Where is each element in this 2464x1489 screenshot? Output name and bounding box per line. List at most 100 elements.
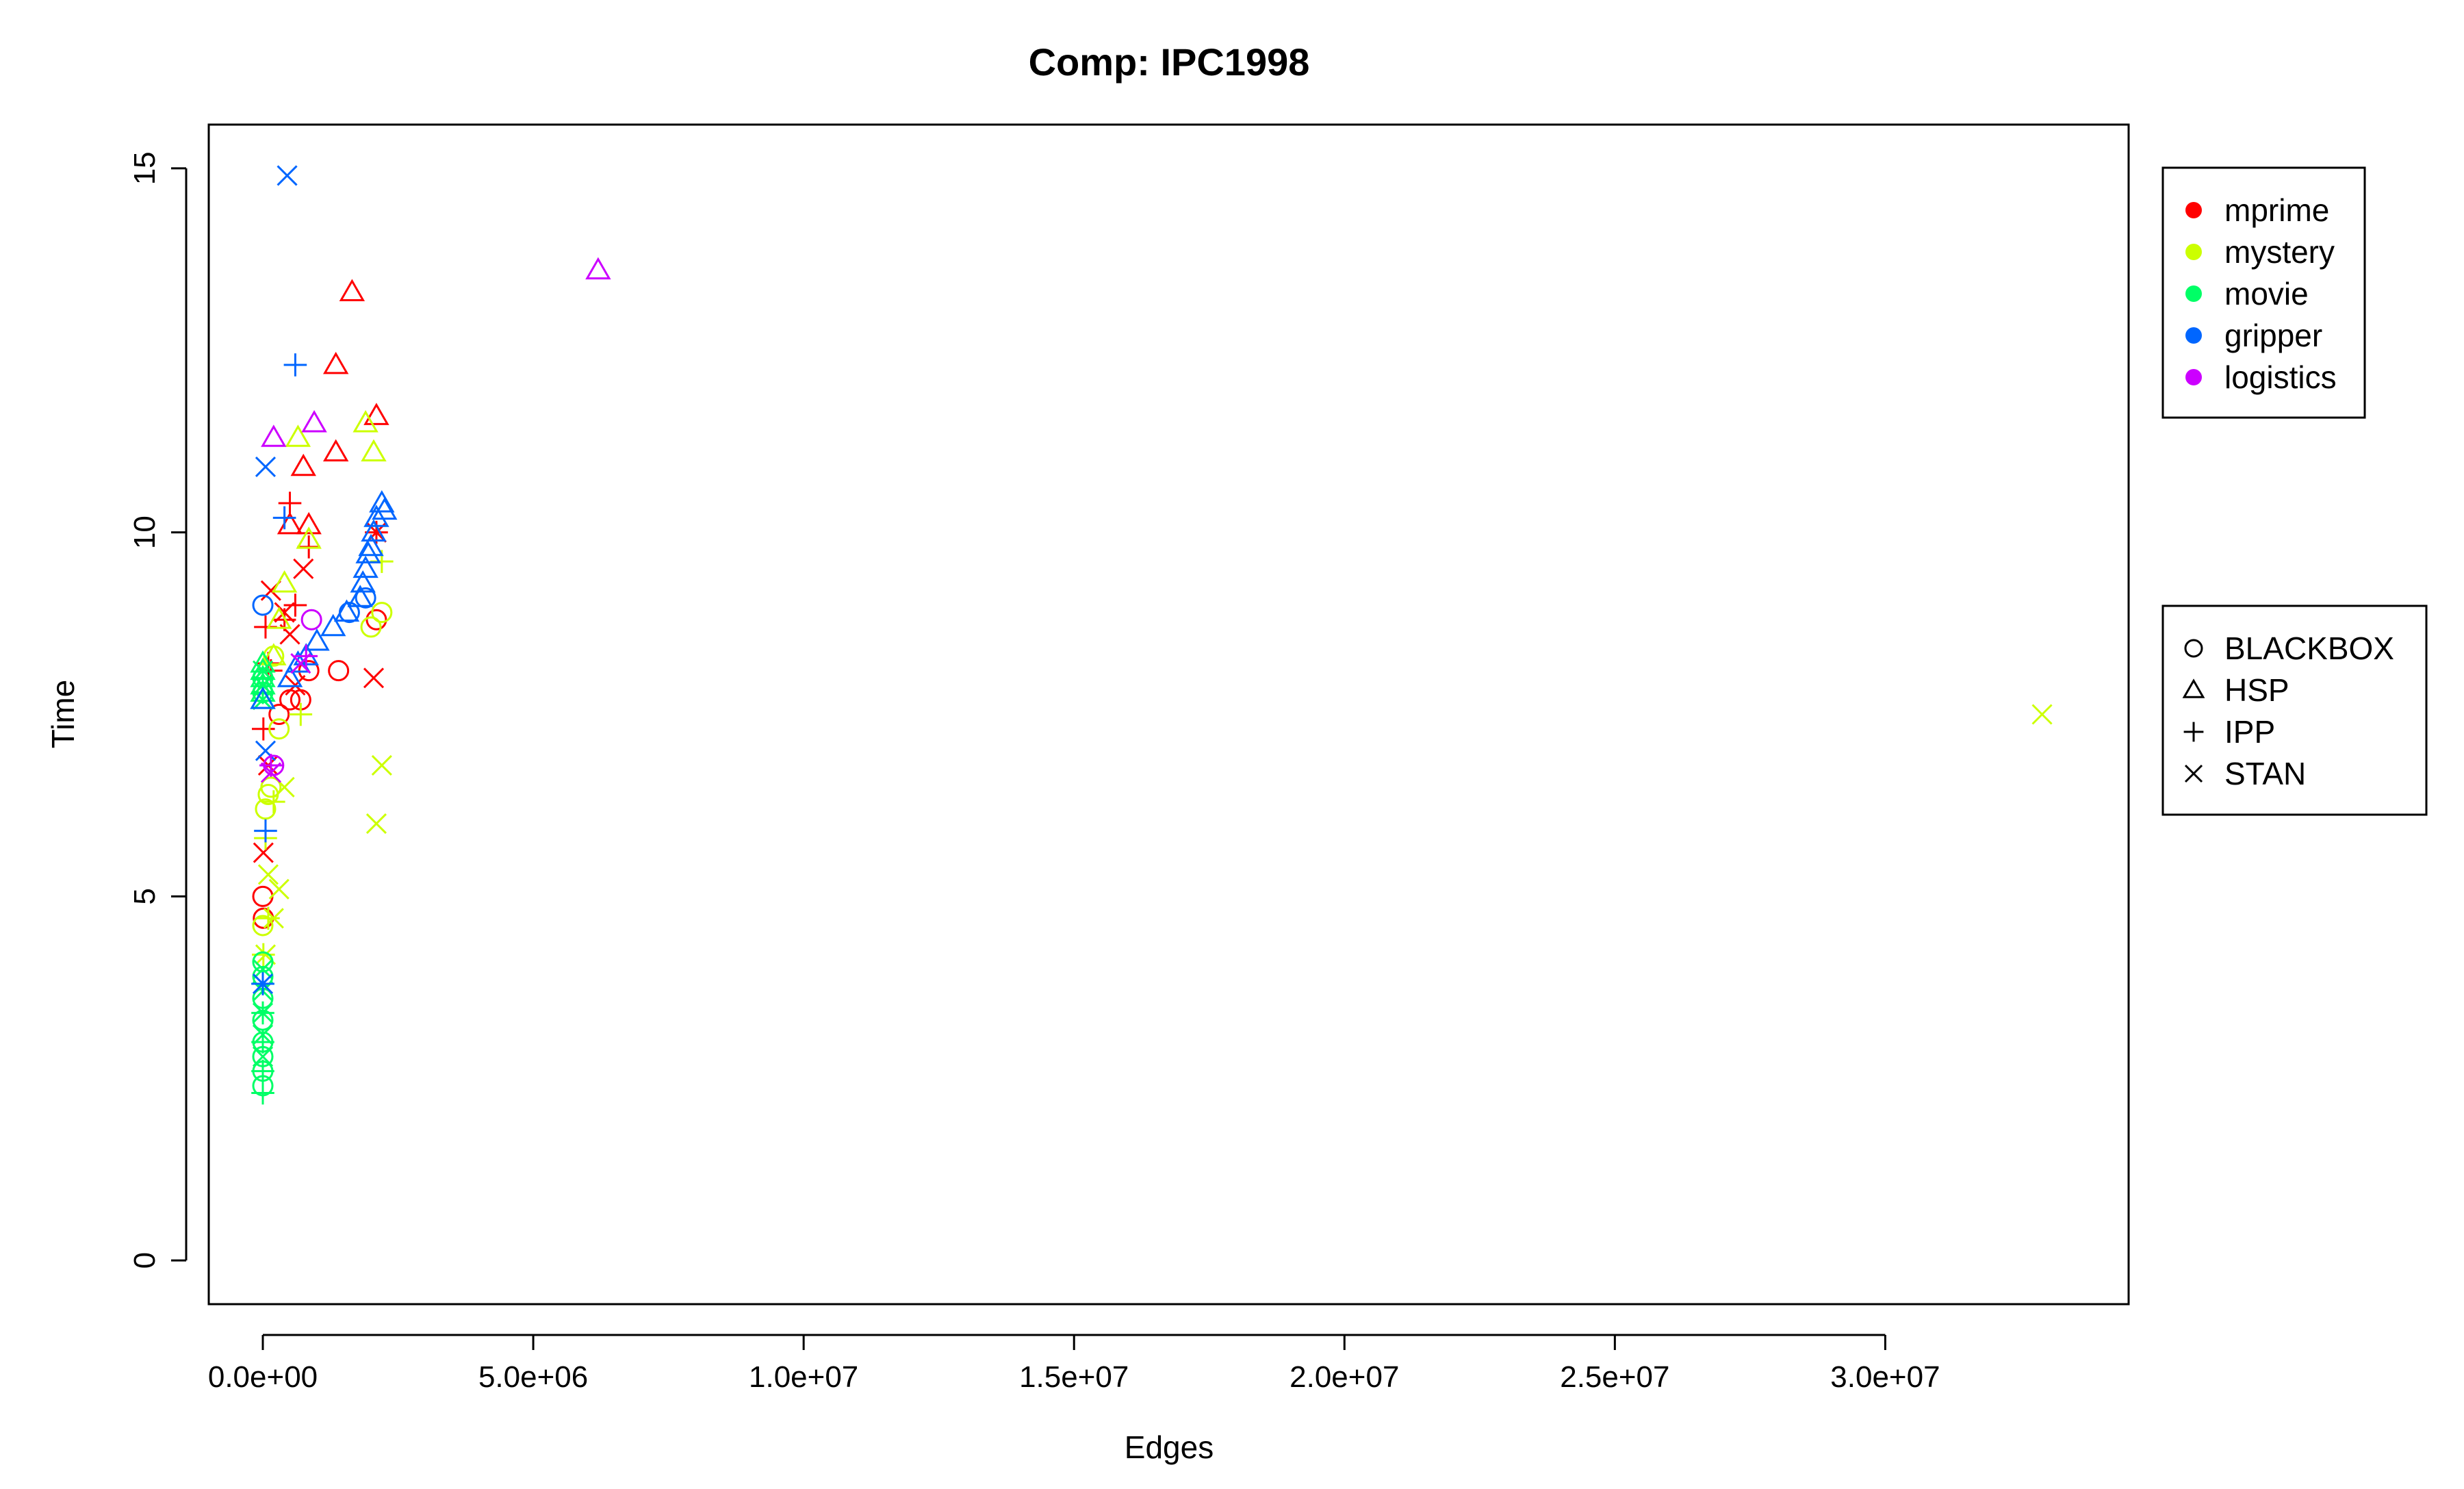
legend-symbol bbox=[2183, 722, 2204, 742]
legend-item-blackbox: BLACKBOX bbox=[2184, 631, 2394, 666]
legend-label: movie bbox=[2224, 276, 2309, 311]
x-tick-label: 0.0e+00 bbox=[208, 1360, 318, 1394]
data-point bbox=[585, 257, 611, 280]
data-point bbox=[266, 607, 292, 629]
legend-symbol bbox=[2184, 764, 2203, 783]
data-point bbox=[355, 587, 376, 609]
data-point bbox=[252, 594, 274, 616]
data-point bbox=[301, 409, 327, 433]
data-point bbox=[261, 424, 287, 447]
legend-symbol bbox=[2182, 678, 2205, 698]
data-point bbox=[320, 613, 346, 637]
y-tick-label: 10 bbox=[128, 516, 162, 549]
legend-color-dot bbox=[2185, 369, 2202, 385]
data-point bbox=[274, 602, 295, 623]
data-point bbox=[252, 717, 275, 741]
data-point bbox=[289, 702, 313, 726]
data-point bbox=[283, 594, 307, 617]
data-point bbox=[271, 570, 298, 593]
data-point bbox=[360, 616, 382, 638]
series-logistics-stan bbox=[260, 652, 311, 783]
data-point bbox=[252, 885, 274, 907]
series-gripper-ipp bbox=[251, 353, 307, 995]
data-point bbox=[322, 439, 349, 462]
data-point bbox=[296, 526, 322, 549]
data-point bbox=[300, 609, 322, 631]
y-axis: 0 5 10 15 bbox=[128, 151, 188, 1269]
data-point bbox=[261, 643, 287, 665]
data-point bbox=[251, 1081, 274, 1105]
data-point bbox=[369, 489, 395, 513]
data-point bbox=[252, 689, 274, 711]
data-point bbox=[263, 908, 284, 929]
series-gripper-stan bbox=[252, 165, 298, 995]
data-point bbox=[304, 628, 330, 651]
plot-area-border bbox=[207, 123, 2130, 1306]
data-point bbox=[254, 819, 277, 843]
data-point bbox=[255, 798, 277, 820]
data-point bbox=[283, 353, 307, 377]
data-point bbox=[255, 456, 277, 477]
chart-title: Comp: IPC1998 bbox=[1029, 40, 1310, 84]
y-axis-label: Time bbox=[45, 680, 81, 749]
data-point bbox=[358, 533, 384, 557]
data-points bbox=[250, 165, 2053, 1105]
data-point bbox=[257, 864, 279, 885]
legend-label: HSP bbox=[2224, 672, 2289, 708]
legend-item-mprime: mprime bbox=[2185, 192, 2329, 228]
x-tick-label: 2.5e+07 bbox=[1560, 1360, 1669, 1394]
data-point bbox=[255, 740, 277, 761]
series-mystery-hsp bbox=[261, 409, 387, 665]
data-point bbox=[363, 667, 385, 689]
data-point bbox=[328, 660, 350, 682]
x-tick-label: 3.0e+07 bbox=[1830, 1360, 1940, 1394]
data-point bbox=[277, 665, 303, 687]
data-point bbox=[363, 403, 389, 425]
data-point bbox=[252, 1002, 274, 1023]
data-point bbox=[352, 409, 378, 433]
legend-color-dot bbox=[2185, 202, 2202, 218]
data-point bbox=[252, 660, 274, 681]
series-gripper-hsp bbox=[250, 489, 398, 709]
legend-item-logistics: logistics bbox=[2185, 359, 2337, 395]
data-point bbox=[352, 555, 378, 578]
data-point bbox=[277, 165, 298, 186]
data-point bbox=[268, 718, 290, 740]
y-tick-label: 15 bbox=[128, 151, 162, 185]
data-point bbox=[278, 492, 302, 515]
data-point bbox=[257, 906, 280, 930]
data-point bbox=[361, 519, 387, 542]
y-tick-label: 0 bbox=[128, 1252, 162, 1269]
data-point bbox=[252, 915, 274, 937]
data-point bbox=[290, 652, 311, 674]
data-point bbox=[279, 689, 301, 711]
data-point bbox=[333, 599, 360, 622]
data-point bbox=[290, 453, 316, 476]
data-point bbox=[365, 813, 387, 835]
data-point bbox=[339, 279, 365, 302]
planner-legend-box bbox=[2161, 604, 2428, 816]
legend-color-dot bbox=[2185, 327, 2202, 344]
data-point bbox=[253, 842, 274, 863]
legend-label: mystery bbox=[2224, 234, 2335, 270]
series-mprime-hsp bbox=[277, 279, 389, 535]
data-point bbox=[355, 541, 381, 563]
legend-color-dot bbox=[2185, 244, 2202, 260]
legend-symbol bbox=[2184, 639, 2203, 658]
planner-legend: BLACKBOX HSP IPP STAN bbox=[2161, 604, 2428, 816]
x-tick-label: 2.0e+07 bbox=[1289, 1360, 1399, 1394]
data-point bbox=[322, 351, 349, 374]
data-point bbox=[294, 644, 318, 668]
x-tick-label: 5.0e+06 bbox=[478, 1360, 588, 1394]
data-point bbox=[251, 1059, 274, 1083]
legend-label: STAN bbox=[2224, 756, 2306, 791]
series-mystery-stan bbox=[255, 704, 2053, 965]
data-point bbox=[252, 1024, 274, 1045]
domain-legend: mprime mystery movie gripper logistics bbox=[2161, 166, 2366, 419]
data-point bbox=[252, 973, 274, 995]
legend-label: BLACKBOX bbox=[2224, 631, 2394, 666]
legend-label: gripper bbox=[2224, 318, 2322, 353]
data-point bbox=[252, 1046, 274, 1067]
